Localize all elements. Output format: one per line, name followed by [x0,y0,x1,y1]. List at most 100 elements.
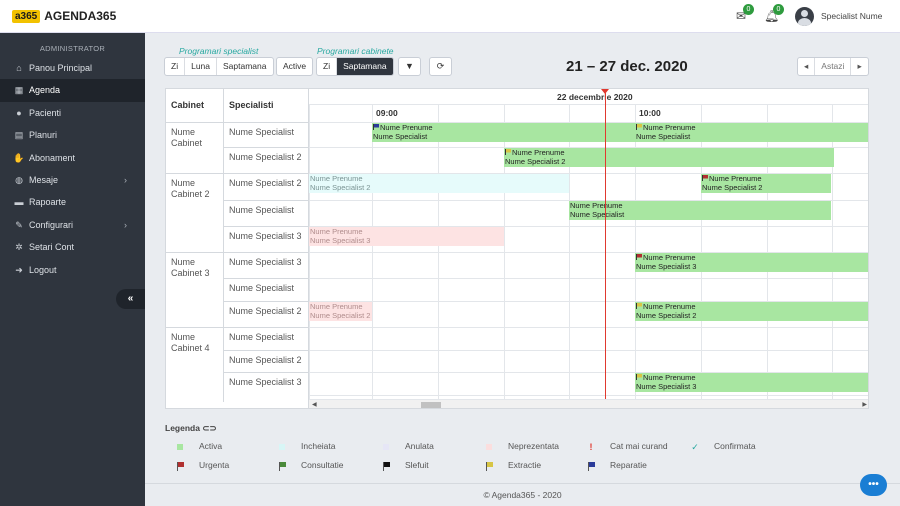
home-icon: ⌂ [16,63,22,73]
appointment-event[interactable]: Nume Prenume Nume Specialist [635,123,868,142]
sidebar-item-mesaje[interactable]: ◍ Mesaje › [0,169,145,191]
specialist-name: Nume Specialist 2 [702,182,763,192]
flag-icon [636,254,642,260]
flag-icon [505,149,511,155]
gear-icon: ✲ [15,242,23,253]
chat-button[interactable]: ••• [860,474,887,496]
calendar-icon: ▦ [14,85,24,96]
status-square-icon [484,442,494,452]
avatar[interactable] [795,7,814,26]
specialist-name: Nume Specialist 3 [229,231,302,241]
flag-icon [373,124,379,130]
row-divider [223,350,309,351]
appointment-event[interactable]: Nume Prenume Nume Specialist 2 [701,174,831,193]
refresh-icon: ⟳ [436,61,445,71]
sidebar-item-logout[interactable]: ➜ Logout [0,259,145,281]
sidebar-item-label: Abonament [29,152,76,163]
envelope-icon: ✉ [735,9,747,23]
exclamation-icon: ! [589,442,593,452]
next-button[interactable]: ▸ [851,58,867,75]
specialist-appointments-label: Programari specialist [179,46,259,56]
sidebar-item-configurari[interactable]: ✎ Configurari › [0,214,145,236]
appointment-event[interactable]: Nume Prenume Nume Specialist [569,201,831,220]
wrench-icon: ✎ [15,219,23,230]
user-name[interactable]: Specialist Nume [821,11,883,21]
date-nav-group: ◂ Astazi ▸ [797,57,869,76]
horizontal-scrollbar[interactable]: ◀ ▶ [309,399,868,408]
chevron-right-icon: › [124,219,127,230]
appointment-event[interactable]: Nume Prenume Nume Specialist 3 [309,227,504,246]
app-logo[interactable]: a365 AGENDA365 [12,8,116,24]
active-button[interactable]: Active [283,61,307,71]
scroll-right-icon[interactable]: ▶ [862,402,867,408]
folder-icon: ▬ [14,197,24,208]
sidebar-item-label: Pacienti [29,107,62,118]
specialist-name: Nume Specialist 3 [636,381,697,391]
row-divider [223,278,309,279]
flag-icon [175,461,185,471]
notifications-button[interactable]: 🔔︎ 0 [764,4,784,23]
current-time-marker [601,89,609,94]
sidebar-item-panou-principal[interactable]: ⌂ Panou Principal [0,57,145,79]
legend-label: Anulata [405,441,434,451]
cabinet-name: Nume Cabinet [171,127,203,148]
sidebar-item-rapoarte[interactable]: ▬ Rapoarte [0,191,145,213]
legend-label: Confirmata [714,441,756,451]
specialist-name: Nume Specialist [636,131,691,141]
day-header: 22 decembrie 2020 [557,92,633,102]
refresh-button[interactable]: ⟳ [429,57,452,76]
cabinet-name: Nume Cabinet 4 [171,332,210,353]
row-gridline [309,395,868,396]
date-range-title: 21 – 27 dec. 2020 [566,58,688,75]
mail-count-badge: 0 [743,4,754,15]
flag-icon [381,461,391,471]
timeline-area[interactable]: 22 decembrie 2020 09:00 10:00 Nume Prenu… [309,89,868,408]
sidebar-item-planuri[interactable]: ▤ Planuri [0,124,145,146]
cabinet-week-button[interactable]: Saptamana [337,58,393,75]
row-divider [223,200,309,201]
status-square-icon [381,442,391,452]
patient-name: Nume Prenume [643,253,696,262]
appointment-event[interactable]: Nume Prenume Nume Specialist [372,123,635,142]
specialist-day-button[interactable]: Zi [165,58,186,75]
specialist-column-header: Specialisti [229,100,274,110]
appointment-event[interactable]: Nume Prenume Nume Specialist 3 [635,253,868,272]
scrollbar-thumb[interactable] [421,402,441,408]
cabinet-day-button[interactable]: Zi [317,58,338,75]
flag-icon [636,303,642,309]
appointment-event[interactable]: Nume Prenume Nume Specialist 3 [635,373,868,392]
today-button[interactable]: Astazi [814,58,852,75]
row-gridline [309,173,868,174]
sidebar-item-abonament[interactable]: ✋ Abonament [0,147,145,169]
toggle-icon[interactable]: ⊂⊃ [202,423,217,433]
patient-name: Nume Prenume [643,123,696,132]
scroll-left-icon[interactable]: ◀ [312,402,317,408]
time-gridline [832,104,833,399]
legend-label: Neprezentata [508,441,560,451]
specialist-name: Nume Specialist [373,131,428,141]
row-gridline [309,278,868,279]
appointment-event[interactable]: Nume Prenume Nume Specialist 2 [504,148,834,167]
specialist-month-button[interactable]: Luna [185,58,218,75]
row-gridline [309,301,868,302]
sidebar-item-agenda[interactable]: ▦ Agenda [0,79,145,102]
appointment-event[interactable]: Nume Prenume Nume Specialist 2 [309,302,372,321]
specialist-name: Nume Specialist 3 [229,257,302,267]
sidebar: ADMINISTRATOR ⌂ Panou Principal ▦ Agenda ● Pa… [0,33,145,506]
legend-label: Consultatie [301,460,344,470]
filter-button[interactable]: ▼ [398,57,421,76]
sidebar-item-setari-cont[interactable]: ✲ Setari Cont [0,236,145,258]
mail-button[interactable]: ✉ 0 [734,4,754,23]
specialist-name: Nume Specialist 2 [636,310,697,320]
prev-button[interactable]: ◂ [798,58,814,75]
footer: © Agenda365 - 2020 [145,483,900,506]
specialist-name: Nume Specialist 3 [229,377,302,387]
chat-icon: ◍ [15,174,23,185]
time-gridline [701,104,702,399]
user-icon: ● [16,107,22,118]
specialist-week-button[interactable]: Saptamana [223,61,267,71]
sidebar-item-pacienti[interactable]: ● Pacienti [0,102,145,124]
appointment-event[interactable]: Nume Prenume Nume Specialist 2 [635,302,868,321]
collapse-sidebar-button[interactable]: « [116,289,145,309]
appointment-event[interactable]: Nume Prenume Nume Specialist 2 [309,174,569,193]
